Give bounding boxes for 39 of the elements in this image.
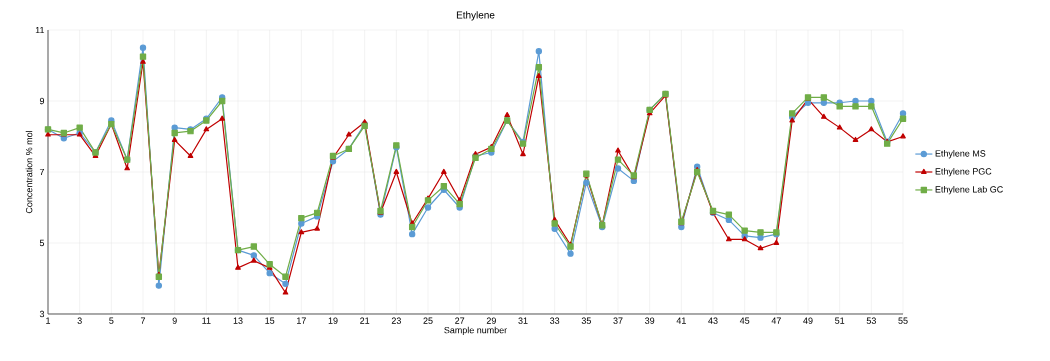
x-tick-label: 3 [77,317,82,324]
legend-label: Ethylene MS [935,150,986,159]
x-tick-label: 23 [391,317,401,324]
x-tick-label: 29 [486,317,496,324]
legend-label: Ethylene Lab GC [935,185,1003,195]
x-tick-label: 19 [328,317,338,324]
y-tick-label: 5 [39,239,45,247]
y-tick-label: 11 [35,26,45,34]
legend-label: Ethylene PGC [935,168,992,177]
x-tick-label: 41 [676,317,686,324]
x-tick-label: 27 [455,317,465,324]
x-axis-title: Sample number [444,326,507,336]
x-tick-label: 45 [739,317,750,324]
y-tick-label: 7 [39,168,45,176]
y-tick-label: 3 [39,310,45,318]
x-tick-label: 35 [581,317,591,324]
x-tick-label: 7 [140,317,146,324]
y-tick-label: 9 [39,97,45,105]
x-tick-label: 53 [866,317,876,324]
x-tick-label: 43 [708,317,718,324]
x-tick-label: 11 [202,317,211,324]
x-tick-label: 17 [297,317,306,324]
x-tick-label: 55 [898,317,908,324]
x-tick-label: 5 [109,317,114,324]
x-tick-label: 9 [172,317,177,324]
x-tick-label: 13 [233,317,243,324]
x-tick-label: 37 [613,317,623,324]
x-tick-label: 15 [265,317,275,324]
x-tick-label: 21 [360,317,370,324]
x-tick-label: 49 [803,317,813,324]
x-tick-label: 47 [771,317,781,324]
x-tick-label: 1 [46,317,51,324]
x-tick-label: 25 [423,317,433,324]
x-tick-label: 51 [835,317,845,324]
y-axis-title: Concentration % mol [25,131,33,214]
chart-title: Ethylene [456,11,495,21]
x-tick-label: 31 [518,317,528,324]
x-tick-label: 39 [645,317,655,324]
x-tick-label: 33 [550,317,560,324]
